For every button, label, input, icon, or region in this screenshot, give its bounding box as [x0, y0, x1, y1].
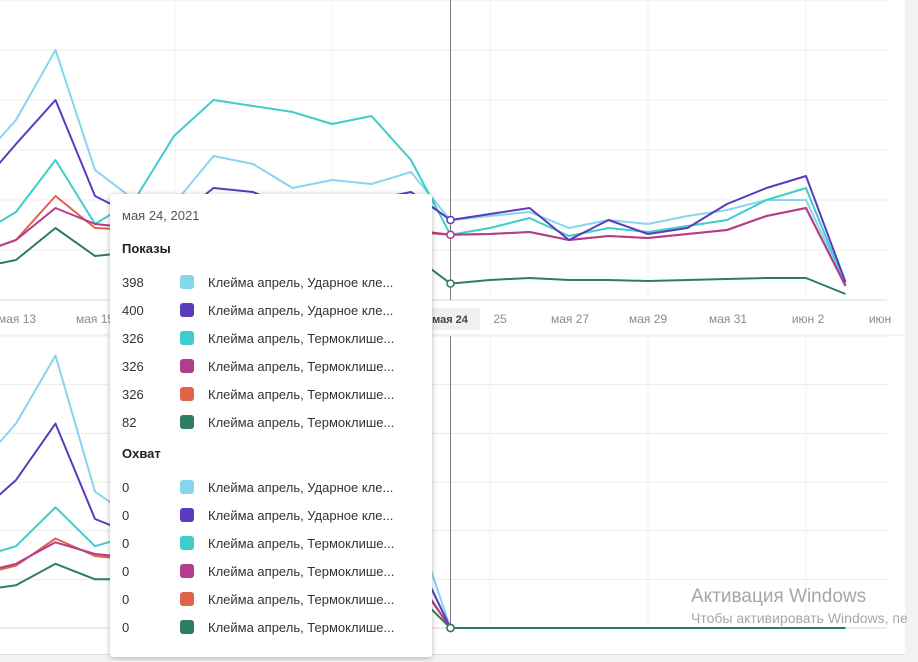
tooltip-row-swatch — [180, 480, 194, 494]
tooltip-row-swatch — [180, 275, 194, 289]
tooltip-row-value: 0 — [122, 535, 130, 551]
x-tick-label: июн 2 — [792, 312, 825, 326]
tooltip-section-title: Охват — [122, 446, 161, 461]
tooltip-row-label: Клейма апрель, Ударное кле... — [208, 302, 394, 318]
tooltip-row-label: Клейма апрель, Термоклише... — [208, 414, 395, 430]
x-tick-label: июн — [869, 312, 891, 326]
tooltip-sections: Показы 398 Клейма апрель, Ударное кле... 40… — [122, 241, 420, 641]
tooltip-row-value: 326 — [122, 358, 144, 374]
tooltip-row-value: 326 — [122, 386, 144, 402]
x-tick-label: мая 29 — [629, 312, 667, 326]
tooltip-row-label: Клейма апрель, Ударное кле... — [208, 274, 394, 290]
x-tick-label: мая 13 — [0, 312, 36, 326]
tooltip-row-swatch — [180, 303, 194, 317]
tooltip-row: 0 Клейма апрель, Термоклише... — [122, 613, 420, 641]
x-tick-label: мая 15 — [76, 312, 114, 326]
tooltip-row: 326 Клейма апрель, Термоклише... — [122, 352, 420, 380]
tooltip-row: 0 Клейма апрель, Термоклише... — [122, 529, 420, 557]
tooltip-row-value: 0 — [122, 563, 130, 579]
tooltip-row-label: Клейма апрель, Термоклише... — [208, 619, 395, 635]
tooltip-row-label: Клейма апрель, Термоклише... — [208, 330, 395, 346]
tooltip-row: 0 Клейма апрель, Термоклише... — [122, 557, 420, 585]
tooltip-row: 398 Клейма апрель, Ударное кле... — [122, 268, 420, 296]
tooltip-row-swatch — [180, 508, 194, 522]
tooltip-row: 326 Клейма апрель, Термоклише... — [122, 380, 420, 408]
tooltip-row-swatch — [180, 331, 194, 345]
tooltip-row: 326 Клейма апрель, Термоклише... — [122, 324, 420, 352]
tooltip-row-label: Клейма апрель, Термоклише... — [208, 535, 395, 551]
active-point-4 — [446, 230, 455, 240]
active-point-2 — [446, 215, 455, 225]
watermark-subtitle: Чтобы активировать Windows, пе — [691, 610, 908, 626]
tooltip-row-label: Клейма апрель, Термоклише... — [208, 358, 395, 374]
tooltip-row-label: Клейма апрель, Ударное кле... — [208, 507, 394, 523]
tooltip-row-value: 398 — [122, 274, 144, 290]
tooltip-row: 400 Клейма апрель, Ударное кле... — [122, 296, 420, 324]
series-line-1 — [0, 49, 847, 285]
tooltip-row-swatch — [180, 620, 194, 634]
tooltip-row-value: 400 — [122, 302, 144, 318]
tooltip-row-label: Клейма апрель, Термоклише... — [208, 386, 395, 402]
tooltip-row-swatch — [180, 592, 194, 606]
tooltip-row-value: 82 — [122, 414, 137, 430]
x-tick-label: мая 27 — [551, 312, 589, 326]
tooltip-row: 0 Клейма апрель, Ударное кле... — [122, 473, 420, 501]
watermark-title: Активация Windows — [691, 586, 867, 607]
tooltip-row-label: Клейма апрель, Ударное кле... — [208, 479, 394, 495]
x-tick-label: мая 24 — [432, 314, 469, 326]
active-point-6 — [446, 279, 455, 288]
tooltip-row-value: 0 — [122, 619, 130, 635]
tooltip-row-value: 0 — [122, 591, 130, 607]
tooltip-date: мая 24, 2021 — [122, 208, 200, 223]
tooltip-row-value: 0 — [122, 507, 130, 523]
tooltip-row-swatch — [180, 536, 194, 550]
tooltip-row: 0 Клейма апрель, Ударное кле... — [122, 501, 420, 529]
chart-tooltip: мая 24, 2021 Показы 398 Клейма апрель, Уда… — [110, 194, 432, 657]
tooltip-row-label: Клейма апрель, Термоклише... — [208, 591, 395, 607]
tooltip-row-value: 0 — [122, 479, 130, 495]
tooltip-row-swatch — [180, 415, 194, 429]
x-tick-label: 25 — [493, 312, 507, 326]
tooltip-row-label: Клейма апрель, Термоклише... — [208, 563, 395, 579]
tooltip-row: 0 Клейма апрель, Термоклише... — [122, 585, 420, 613]
tooltip-section-title: Показы — [122, 241, 171, 256]
x-tick-label: мая 31 — [709, 312, 747, 326]
tooltip-row-swatch — [180, 564, 194, 578]
tooltip-row: 82 Клейма апрель, Термоклише... — [122, 408, 420, 436]
active-point-6 — [446, 623, 455, 633]
active-tick-bg — [422, 308, 480, 330]
tooltip-row-value: 326 — [122, 330, 144, 346]
tooltip-row-swatch — [180, 387, 194, 401]
windows-activation-watermark: Активация Windows Чтобы активировать Win… — [691, 586, 908, 626]
tooltip-row-swatch — [180, 359, 194, 373]
